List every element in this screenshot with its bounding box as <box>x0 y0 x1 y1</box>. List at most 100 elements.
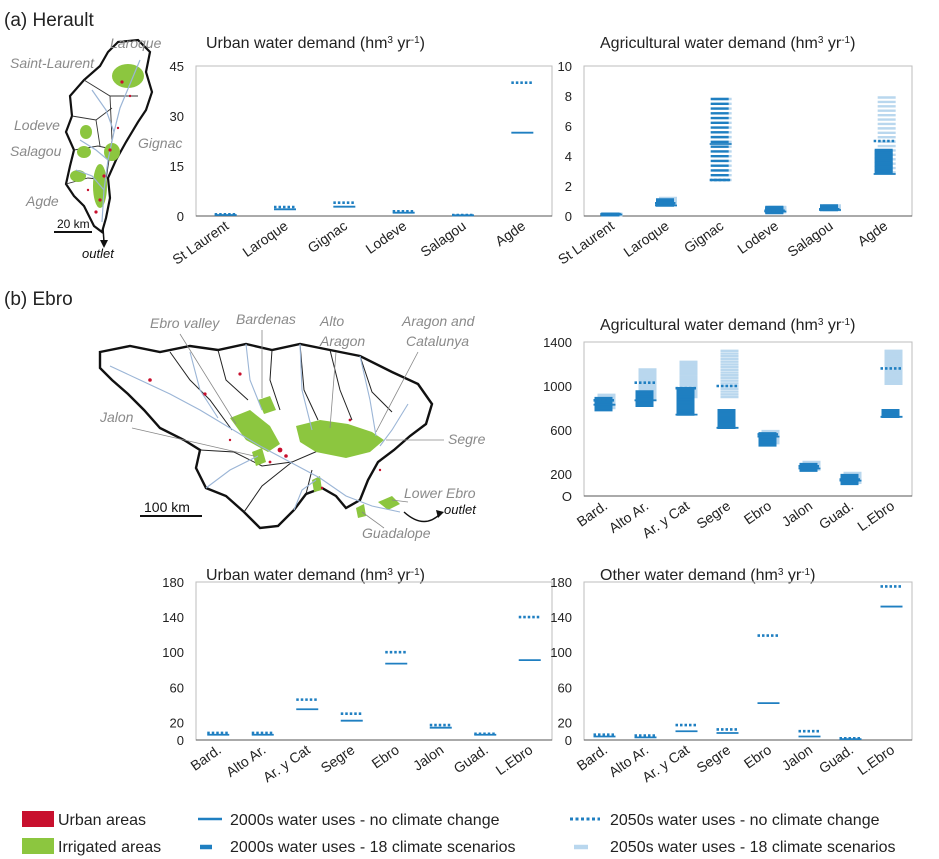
legend: Urban areas Irrigated areas 2000s water … <box>22 811 895 856</box>
legend-urban-label: Urban areas <box>58 812 146 829</box>
ebro-leader-lines <box>131 330 444 529</box>
x-tick-label: Laroque <box>239 217 290 260</box>
y-tick-label: 4 <box>565 149 572 164</box>
herault-label-agde: Agde <box>25 193 59 209</box>
ebro-label-jalon: Jalon <box>99 409 134 425</box>
ebro-label-lower-ebro: Lower Ebro <box>404 485 476 501</box>
legend-2050-nocc-label: 2050s water uses - no climate change <box>610 812 880 829</box>
x-tick-label: Jalon <box>779 741 816 773</box>
x-tick-label: St Laurent <box>555 217 617 267</box>
x-tick-label: Bard. <box>574 497 611 529</box>
plot-frame <box>583 65 913 217</box>
x-tick-label: Laroque <box>620 217 671 260</box>
x-tick-label: Guad. <box>816 741 856 776</box>
herault-rivers <box>75 59 141 223</box>
ebro-label-bardenas: Bardenas <box>236 311 296 327</box>
panel-a-label: (a) Herault <box>4 10 94 31</box>
ebro-label-guadalope: Guadalope <box>362 525 431 541</box>
herault-scale-text: 20 km <box>57 217 90 231</box>
x-tick-label: Salagou <box>784 217 835 260</box>
y-tick-label: 0 <box>565 209 572 224</box>
plot-frame <box>583 581 913 741</box>
y-tick-label: 100 <box>162 645 184 660</box>
legend-2000-cc-label: 2000s water uses - 18 climate scenarios <box>230 839 515 856</box>
y-tick-label: 180 <box>550 575 572 590</box>
y-tick-label: 1000 <box>543 379 572 394</box>
ebro-outlet-arrow <box>403 511 441 523</box>
herault-urban <box>86 80 132 214</box>
ebro-label-ebro-valley: Ebro valley <box>150 315 220 331</box>
herault-label-gignac: Gignac <box>138 135 182 151</box>
x-tick-label: Segre <box>318 741 358 776</box>
ebro-rivers <box>109 343 409 513</box>
x-tick-label: Bard. <box>574 741 611 773</box>
ebro-agricultural-chart: Agricultural water demand (hm3 yr-1) O 200… <box>543 317 913 541</box>
y-tick-label: 20 <box>170 715 184 730</box>
y-tick-label: 10 <box>558 59 572 74</box>
y-tick-label: 30 <box>170 109 184 124</box>
x-tick-label: L.Ebro <box>493 741 536 778</box>
y-tick-label: 45 <box>170 59 184 74</box>
herault-label-saint-laurent: Saint-Laurent <box>10 55 95 71</box>
legend-2000-nocc-label: 2000s water uses - no climate change <box>230 812 500 829</box>
x-tick-label: Salagou <box>417 217 468 260</box>
herault-urban-chart: Urban water demand (hm3 yr-1) 0 15 30 45 St L… <box>169 35 553 268</box>
ebro-map: Ebro valley Bardenas Alto Aragon Aragon … <box>98 311 486 541</box>
x-tick-label: Ar. y Cat <box>639 741 692 785</box>
y-tick-label: 0 <box>177 733 184 748</box>
ebro-label-aragon: Aragon <box>319 333 365 349</box>
x-tick-label: L.Ebro <box>854 741 897 778</box>
y-tick-label: 200 <box>550 467 572 482</box>
ebro-urban-chart: Urban water demand (hm3 yr-1) 0 20 60 100 140… <box>162 567 553 785</box>
y-tick-label: 1400 <box>543 335 572 350</box>
ebro-label-outlet: outlet <box>444 502 477 517</box>
chart-title: Agricultural water demand (hm3 yr-1) <box>600 35 855 53</box>
herault-outlet-text: outlet <box>82 246 115 261</box>
plot-frame <box>195 581 553 741</box>
x-tick-label: Ebro <box>369 741 403 771</box>
y-tick-label: 8 <box>565 89 572 104</box>
chart-title: Urban water demand (hm3 yr-1) <box>206 35 425 53</box>
herault-label-lodeve: Lodeve <box>14 117 60 133</box>
herault-basin-outline <box>64 38 154 234</box>
ebro-label-catalunya: Catalunya <box>406 333 469 349</box>
y-tick-label: 140 <box>550 610 572 625</box>
ebro-scale-text: 100 km <box>144 499 190 515</box>
y-tick-label: 60 <box>558 680 572 695</box>
chart-title: Agricultural water demand (hm3 yr-1) <box>600 317 855 335</box>
legend-2050-cc-label: 2050s water uses - 18 climate scenarios <box>610 839 895 856</box>
ebro-other-chart: Other water demand (hm3 yr-1) 0 20 60 100 140… <box>550 567 913 785</box>
x-tick-label: Bard. <box>187 741 224 773</box>
ebro-irrigated <box>230 396 400 518</box>
ebro-outlet-arrowhead <box>436 510 444 518</box>
y-tick-label: 100 <box>550 645 572 660</box>
x-tick-label: Guad. <box>451 741 491 776</box>
y-tick-label: 180 <box>162 575 184 590</box>
herault-agricultural-chart: Agricultural water demand (hm3 yr-1) 0 2 4 6… <box>555 35 913 268</box>
chart-title: Urban water demand (hm3 yr-1) <box>206 567 425 585</box>
herault-label-salagou: Salagou <box>10 143 62 159</box>
y-tick-label: 2 <box>565 179 572 194</box>
ebro-label-aragon-and: Aragon and <box>401 313 476 329</box>
plot-frame <box>583 341 913 497</box>
x-tick-label: Gignac <box>305 217 351 256</box>
x-tick-label: Lodeve <box>363 217 410 257</box>
x-tick-label: Agde <box>854 217 890 249</box>
plot-frame <box>195 65 553 217</box>
y-tick-label: O <box>562 489 572 504</box>
ebro-label-alto: Alto <box>319 313 344 329</box>
x-tick-label: Jalon <box>410 741 447 773</box>
y-tick-label: 0 <box>565 733 572 748</box>
herault-outlet-arrowhead <box>100 240 108 248</box>
x-tick-label: Ebro <box>741 497 775 527</box>
x-tick-label: Jalon <box>779 497 816 529</box>
x-tick-label: Guad. <box>816 497 856 532</box>
y-tick-label: 60 <box>170 680 184 695</box>
ebro-label-segre: Segre <box>448 431 486 447</box>
y-tick-label: 0 <box>177 209 184 224</box>
herault-label-laroque: Laroque <box>110 35 162 51</box>
panel-b-label: (b) Ebro <box>4 289 73 310</box>
x-tick-label: Ar. y Cat <box>639 497 692 541</box>
legend-urban-swatch <box>22 811 54 827</box>
